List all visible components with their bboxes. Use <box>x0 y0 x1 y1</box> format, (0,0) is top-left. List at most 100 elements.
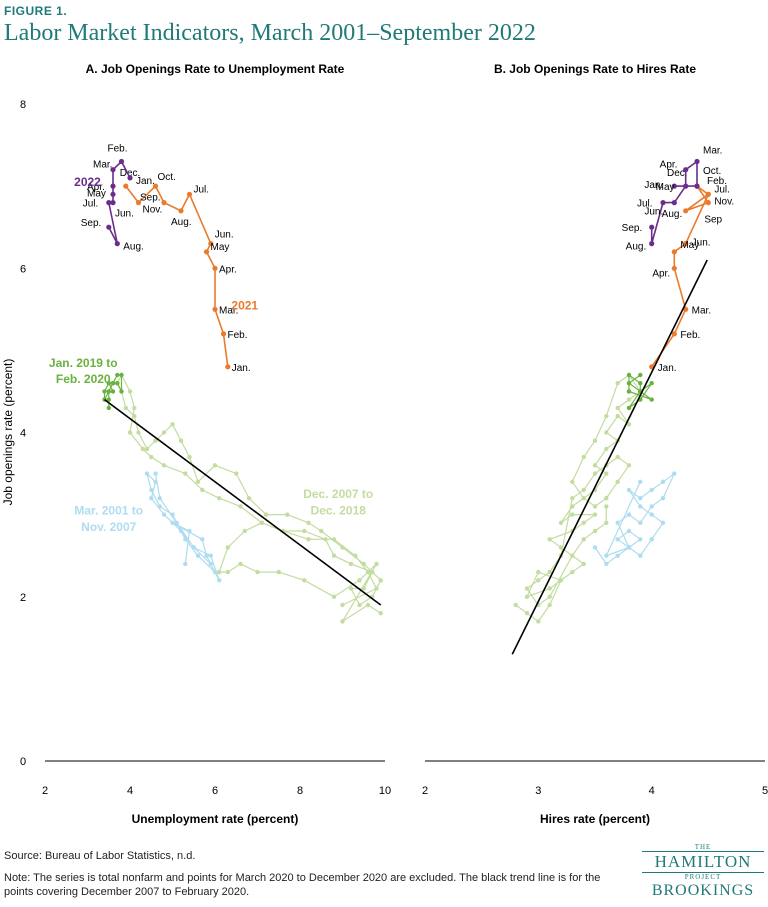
data-point-1-1 <box>570 512 575 517</box>
data-point-0-0 <box>157 504 162 509</box>
data-point-1-3 <box>683 208 689 214</box>
data-point-0-0 <box>170 512 175 517</box>
y-tick-label: 2 <box>20 592 26 604</box>
data-point-0-1 <box>340 545 345 550</box>
data-point-0-1 <box>340 602 345 608</box>
data-point-0-1 <box>140 446 145 452</box>
data-point-1-1 <box>547 602 552 608</box>
data-point-0-2 <box>110 381 116 386</box>
month-label: Mar. <box>93 160 112 171</box>
data-point-1-0 <box>638 496 643 501</box>
data-point-1-1 <box>547 537 552 542</box>
data-point-0-1 <box>161 430 167 435</box>
data-point-0-0 <box>208 553 213 558</box>
data-point-1-4 <box>660 200 666 206</box>
data-point-0-1 <box>285 512 290 517</box>
data-point-0-2 <box>106 389 112 394</box>
data-point-0-1 <box>306 520 311 525</box>
data-point-0-3 <box>152 183 159 189</box>
data-point-0-2 <box>102 389 107 394</box>
x-axis-label-1: Hires rate (percent) <box>540 812 650 826</box>
data-point-0-3 <box>135 200 142 206</box>
data-point-1-1 <box>626 397 632 402</box>
charts-canvas: A. Job Openings Rate to Unemployment Rat… <box>1 62 768 826</box>
data-point-1-1 <box>592 463 598 468</box>
month-label: Aug. <box>123 242 144 253</box>
data-point-1-1 <box>592 528 598 534</box>
data-point-1-0 <box>626 545 632 550</box>
series-line-1-1 <box>515 374 641 623</box>
data-point-0-0 <box>157 496 162 501</box>
data-point-1-1 <box>626 422 632 427</box>
data-point-0-1 <box>319 528 324 534</box>
data-point-0-1 <box>331 553 337 558</box>
month-label: Sep <box>704 215 722 226</box>
month-label: Apr. <box>652 268 670 279</box>
data-point-1-1 <box>524 611 530 616</box>
month-label: Apr. <box>660 160 678 171</box>
data-point-1-1 <box>570 496 575 501</box>
x-tick-label-0: 8 <box>297 785 303 797</box>
month-label: Jul. <box>714 184 730 195</box>
data-point-1-2 <box>638 372 643 378</box>
chart-title-1: B. Job Openings Rate to Hires Rate <box>494 62 696 76</box>
month-label: Jun. <box>692 238 711 249</box>
data-point-0-3 <box>186 191 193 197</box>
series-annotation: Feb. 2020 <box>56 372 111 386</box>
data-point-0-2 <box>119 389 124 394</box>
data-point-1-1 <box>604 471 609 476</box>
data-point-0-0 <box>187 528 192 534</box>
data-point-1-1 <box>592 471 598 476</box>
month-label: Sep. <box>81 218 102 229</box>
logo-brookings: BROOKINGS <box>651 882 755 899</box>
y-tick-label: 0 <box>20 756 26 768</box>
data-point-0-1 <box>238 561 243 567</box>
month-label: Dec. <box>667 168 688 179</box>
data-point-1-3 <box>683 241 689 247</box>
data-point-0-0 <box>195 553 201 558</box>
data-point-1-1 <box>536 569 541 575</box>
data-point-1-0 <box>638 504 643 509</box>
data-point-1-2 <box>649 397 654 402</box>
month-label: Aug. <box>626 242 647 253</box>
data-point-1-1 <box>547 569 552 575</box>
data-point-1-2 <box>626 389 632 394</box>
data-point-0-1 <box>234 471 239 476</box>
data-point-1-0 <box>604 561 609 567</box>
data-point-1-2 <box>649 381 654 386</box>
trend-line-0 <box>104 399 382 606</box>
month-label: Feb. <box>108 143 128 154</box>
data-point-0-3 <box>220 331 227 337</box>
data-point-0-0 <box>161 512 167 517</box>
data-point-0-1 <box>132 405 137 411</box>
data-point-1-4 <box>649 224 655 230</box>
data-point-0-1 <box>217 569 222 575</box>
data-point-0-1 <box>238 504 243 509</box>
data-point-1-2 <box>626 372 632 378</box>
data-point-0-1 <box>170 422 175 427</box>
data-point-1-0 <box>615 553 620 558</box>
data-point-1-4 <box>683 183 689 189</box>
data-point-0-0 <box>170 520 175 525</box>
data-point-1-4 <box>671 183 677 189</box>
logo-hamilton: HAMILTON <box>642 851 764 873</box>
month-label: Jun. <box>644 207 663 218</box>
data-point-1-3 <box>671 265 677 271</box>
data-point-0-0 <box>153 471 158 476</box>
data-point-0-0 <box>212 569 218 575</box>
month-label: Apr. <box>219 264 237 275</box>
data-point-0-4 <box>127 175 133 181</box>
data-point-0-0 <box>144 471 150 476</box>
month-label: Aug. <box>662 209 683 220</box>
logo-project: PROJECT <box>684 873 722 881</box>
x-tick-label-1: 2 <box>422 785 428 797</box>
data-point-1-1 <box>558 578 564 583</box>
month-label: Feb. <box>680 330 700 341</box>
data-point-1-1 <box>604 496 609 501</box>
month-label: Jan. <box>232 363 251 374</box>
series-annotation: 2021 <box>231 298 258 312</box>
month-label: Jul. <box>637 199 653 210</box>
data-point-1-0 <box>604 553 609 558</box>
data-point-0-1 <box>212 463 218 468</box>
y-tick-label: 6 <box>20 263 26 275</box>
